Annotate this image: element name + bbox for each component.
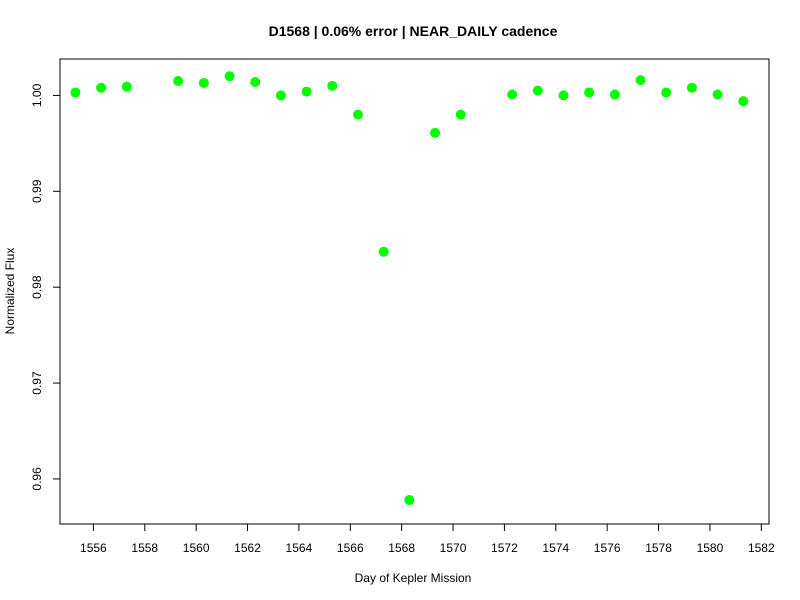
x-tick-label: 1562 [234, 541, 261, 555]
data-point [198, 77, 209, 88]
x-tick-label: 1558 [131, 541, 158, 555]
y-tick-label: 0.96 [30, 467, 44, 491]
y-tick-label: 0.99 [30, 179, 44, 203]
x-axis-label: Day of Kepler Mission [355, 571, 472, 585]
x-tick-label: 1556 [80, 541, 107, 555]
data-point [532, 85, 543, 96]
data-point [70, 87, 81, 98]
data-point [455, 109, 466, 120]
y-axis-label: Normalized Flux [3, 248, 17, 335]
x-tick-label: 1568 [388, 541, 415, 555]
data-point [712, 89, 723, 100]
x-tick-label: 1580 [697, 541, 724, 555]
plot-frame [59, 58, 770, 525]
data-point [96, 82, 107, 93]
x-tick-label: 1566 [337, 541, 364, 555]
y-tick-label: 0.98 [30, 275, 44, 299]
data-point [121, 81, 132, 92]
data-point [584, 87, 595, 98]
chart-title: D1568 | 0.06% error | NEAR_DAILY cadence [269, 23, 558, 39]
data-points [70, 71, 749, 506]
data-point [250, 77, 261, 88]
x-tick-label: 1578 [645, 541, 672, 555]
data-point [275, 90, 286, 101]
x-tick-label: 1564 [286, 541, 313, 555]
x-tick-label: 1574 [542, 541, 569, 555]
data-point [301, 86, 312, 97]
data-point [686, 82, 697, 93]
data-point [430, 127, 441, 138]
x-tick-label: 1570 [440, 541, 467, 555]
data-point [507, 89, 518, 100]
data-point [738, 96, 749, 107]
y-axis: 0.96 0.97 0.98 0.99 1.00 [30, 83, 61, 491]
x-tick-label: 1576 [594, 541, 621, 555]
data-point [378, 246, 389, 257]
data-point [558, 90, 569, 101]
x-tick-label: 1572 [491, 541, 518, 555]
y-tick-label: 1.00 [30, 83, 44, 107]
x-tick-label: 1560 [183, 541, 210, 555]
data-point [609, 89, 620, 100]
data-point [352, 109, 363, 120]
data-point [404, 495, 415, 506]
data-point [224, 71, 235, 82]
data-point [661, 87, 672, 98]
y-tick-label: 0.97 [30, 371, 44, 395]
data-point [173, 76, 184, 87]
data-point [635, 75, 646, 86]
data-point [327, 80, 338, 91]
x-tick-label: 1582 [748, 541, 775, 555]
x-axis: 1556 1558 1560 1562 1564 1566 1568 1570 1572 1574… [80, 523, 775, 555]
